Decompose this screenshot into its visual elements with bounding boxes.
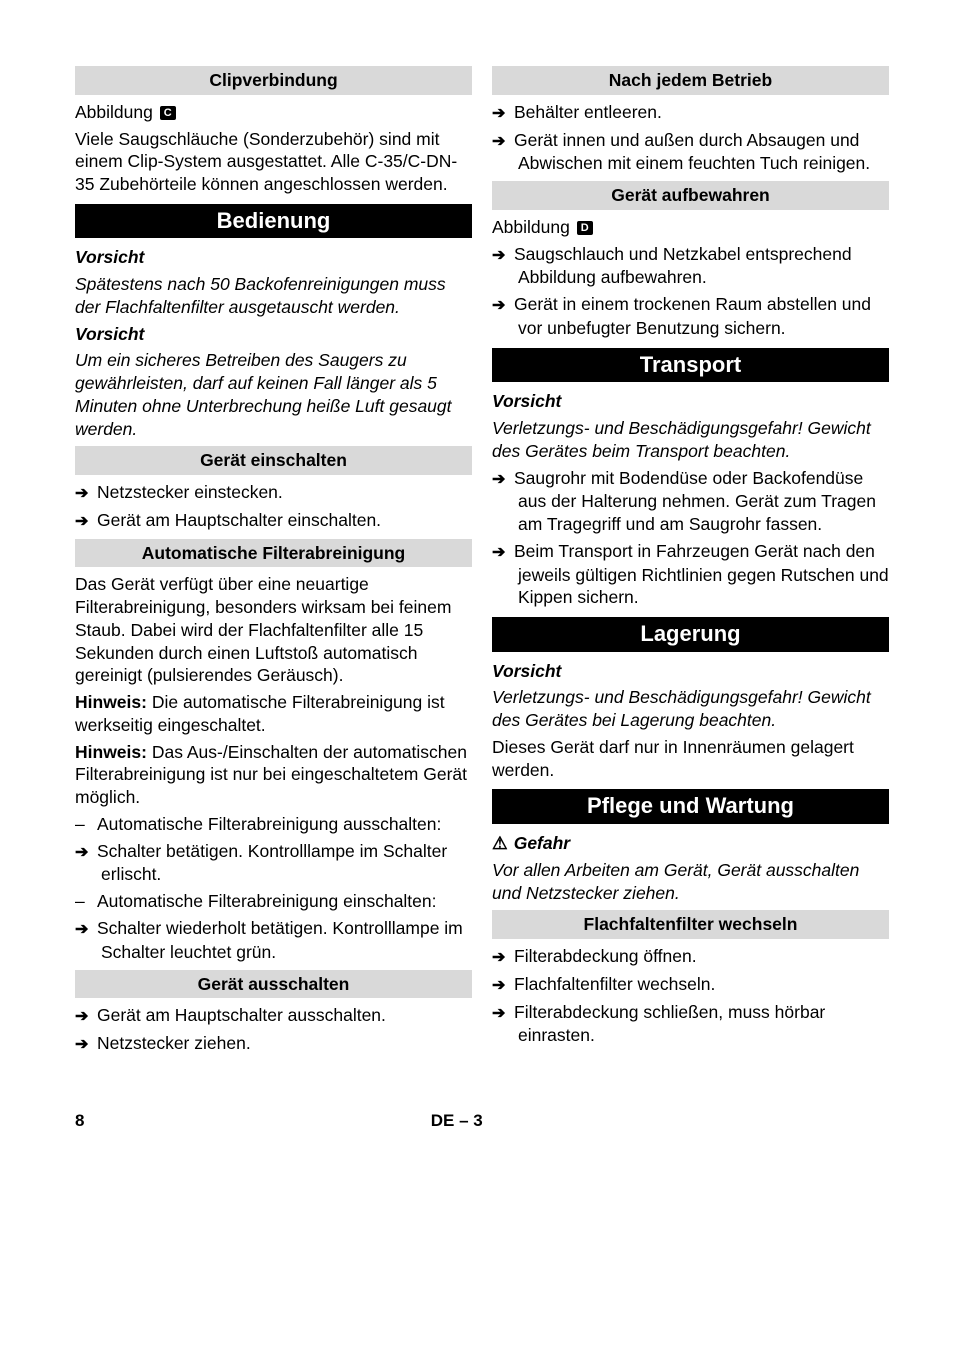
- autoclean-list: Automatische Filterabreinigung ausschalt…: [75, 813, 472, 964]
- list-item: Netzstecker ziehen.: [101, 1032, 472, 1056]
- list-item: Netzstecker einstecken.: [101, 481, 472, 505]
- autoclean-text: Das Gerät verfügt über eine neuartige Fi…: [75, 573, 472, 687]
- gefahr-text: Vor allen Arbeiten am Gerät, Gerät aussc…: [492, 859, 889, 905]
- header-aufbewahren: Gerät aufbewahren: [492, 181, 889, 210]
- figure-icon-d: D: [577, 221, 593, 235]
- list-item: Schalter wiederholt betätigen. Kontrolll…: [101, 917, 472, 964]
- vorsicht1-label: Vorsicht: [75, 246, 472, 269]
- hinweis1: Hinweis: Die automatische Filterabreinig…: [75, 691, 472, 737]
- transport-vorsicht-label: Vorsicht: [492, 390, 889, 413]
- nach-list: Behälter entleeren. Gerät innen und auße…: [492, 101, 889, 175]
- footer-right: [829, 1110, 889, 1132]
- transport-list: Saugrohr mit Bodendüse oder Backofendüse…: [492, 467, 889, 610]
- abbildung-line-d: Abbildung D: [492, 216, 889, 239]
- page-footer: 8 DE – 3: [75, 1110, 889, 1132]
- list-item: Saugrohr mit Bodendüse oder Backofendüse…: [518, 467, 889, 536]
- list-item: Behälter entleeren.: [518, 101, 889, 125]
- vorsicht2-text: Um ein sicheres Betreiben des Saugers zu…: [75, 349, 472, 440]
- list-item: Gerät innen und außen durch Absaugen und…: [518, 129, 889, 176]
- footer-locale: DE – 3: [84, 1110, 829, 1132]
- header-bedienung: Bedienung: [75, 204, 472, 239]
- hinweis2: Hinweis: Das Aus-/Einschalten der automa…: [75, 741, 472, 809]
- abbildung-line-c: Abbildung C: [75, 101, 472, 124]
- list-item: Gerät am Hauptschalter einschalten.: [101, 509, 472, 533]
- header-einschalten: Gerät einschalten: [75, 446, 472, 475]
- header-transport: Transport: [492, 348, 889, 383]
- vorsicht2-label: Vorsicht: [75, 323, 472, 346]
- list-item: Gerät am Hauptschalter ausschalten.: [101, 1004, 472, 1028]
- transport-warn: Verletzungs- und Beschädigungsgefahr! Ge…: [492, 417, 889, 463]
- lagerung-text: Dieses Gerät darf nur in Innenräumen gel…: [492, 736, 889, 782]
- header-ffilter: Flachfaltenfilter wechseln: [492, 910, 889, 939]
- clip-text: Viele Saugschläuche (Sonderzubehör) sind…: [75, 128, 472, 196]
- ffilter-list: Filterabdeckung öffnen. Flachfaltenfilte…: [492, 945, 889, 1047]
- abbildung-label: Abbildung: [75, 102, 153, 122]
- list-item: Flachfaltenfilter wechseln.: [518, 973, 889, 997]
- list-item: Filterabdeckung schließen, muss hörbar e…: [518, 1001, 889, 1048]
- header-autoclean: Automatische Filterabreinigung: [75, 539, 472, 568]
- aufbewahren-list: Saugschlauch und Netzkabel entsprechend …: [492, 243, 889, 340]
- hinweis2-label: Hinweis:: [75, 742, 147, 762]
- header-lagerung: Lagerung: [492, 617, 889, 652]
- abbildung-label: Abbildung: [492, 217, 570, 237]
- list-item: Automatische Filterabreinigung ausschalt…: [101, 813, 472, 836]
- ausschalten-list: Gerät am Hauptschalter ausschalten. Netz…: [75, 1004, 472, 1056]
- header-nach-betrieb: Nach jedem Betrieb: [492, 66, 889, 95]
- list-item: Saugschlauch und Netzkabel entsprechend …: [518, 243, 889, 290]
- list-item: Filterabdeckung öffnen.: [518, 945, 889, 969]
- lagerung-warn: Verletzungs- und Beschädigungsgefahr! Ge…: [492, 686, 889, 732]
- footer-page: 8: [75, 1110, 84, 1132]
- list-item: Beim Transport in Fahrzeugen Gerät nach …: [518, 540, 889, 609]
- list-item: Automatische Filterabreinigung einschalt…: [101, 890, 472, 913]
- gefahr-label: Gefahr: [492, 832, 889, 855]
- hinweis1-label: Hinweis:: [75, 692, 147, 712]
- einschalten-list: Netzstecker einstecken. Gerät am Hauptsc…: [75, 481, 472, 533]
- lagerung-vorsicht-label: Vorsicht: [492, 660, 889, 683]
- header-clipverbindung: Clipverbindung: [75, 66, 472, 95]
- figure-icon-c: C: [160, 106, 176, 120]
- header-ausschalten: Gerät ausschalten: [75, 970, 472, 999]
- list-item: Gerät in einem trockenen Raum abstellen …: [518, 293, 889, 340]
- list-item: Schalter betätigen. Kontrolllampe im Sch…: [101, 840, 472, 887]
- header-pflege: Pflege und Wartung: [492, 789, 889, 824]
- vorsicht1-text: Spätestens nach 50 Backofenreinigungen m…: [75, 273, 472, 319]
